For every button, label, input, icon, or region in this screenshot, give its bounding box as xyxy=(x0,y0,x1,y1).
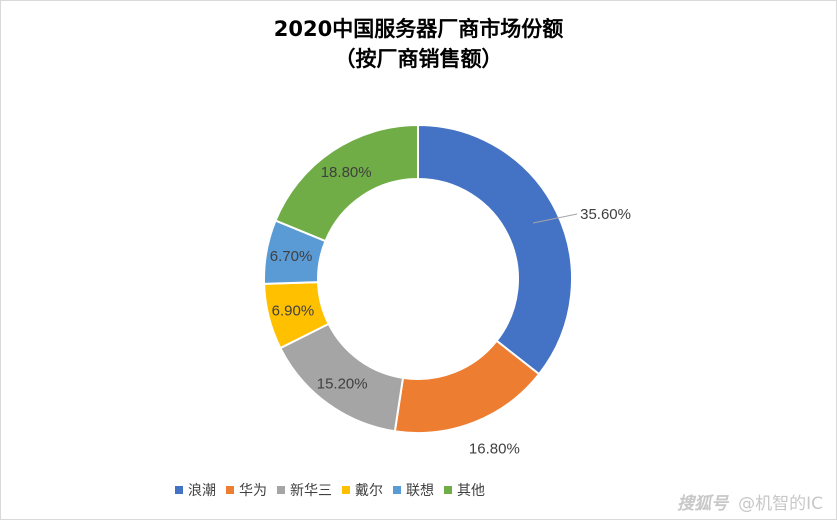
donut-slices xyxy=(263,123,573,434)
legend-swatch-0 xyxy=(175,486,183,494)
watermark-text: @机智的IC xyxy=(738,494,823,514)
legend-swatch-2 xyxy=(277,486,285,494)
slice-0 xyxy=(417,123,573,376)
data-label-1: 16.80% xyxy=(469,440,520,457)
chart-title: 2020中国服务器厂商市场份额 （按厂商销售额） xyxy=(0,14,837,74)
legend-label-4: 联想 xyxy=(406,483,434,499)
legend-item-2: 新华三 xyxy=(277,480,332,500)
legend-label-1: 华为 xyxy=(239,483,267,499)
leader-line-0 xyxy=(533,213,578,224)
watermark-logo: 搜狐号 xyxy=(677,494,729,514)
legend-item-0: 浪潮 xyxy=(175,480,216,500)
data-labels: 35.60% 16.80% 15.20% 6.90% 6.70% 18.80% xyxy=(270,164,631,458)
legend-swatch-4 xyxy=(393,486,401,494)
data-label-4: 6.70% xyxy=(270,248,313,265)
chart-title-line-2: （按厂商销售额） xyxy=(334,47,503,71)
legend-label-2: 新华三 xyxy=(290,483,332,499)
legend-item-5: 其他 xyxy=(444,480,485,500)
legend-swatch-1 xyxy=(226,486,234,494)
legend-item-1: 华为 xyxy=(226,480,267,500)
slice-5 xyxy=(274,123,419,243)
legend-label-5: 其他 xyxy=(457,483,485,499)
data-label-5: 18.80% xyxy=(321,164,372,181)
legend-item-4: 联想 xyxy=(393,480,434,500)
data-label-0: 35.60% xyxy=(580,206,631,223)
watermark: 搜狐号 @机智的IC xyxy=(677,489,823,514)
leader-lines xyxy=(533,213,578,224)
legend-swatch-3 xyxy=(342,486,350,494)
data-label-2: 15.20% xyxy=(317,375,368,392)
legend-label-0: 浪潮 xyxy=(188,483,216,499)
data-label-3: 6.90% xyxy=(272,303,315,320)
chart-legend: 浪潮 华为 新华三 戴尔 联想 其他 xyxy=(0,480,660,500)
legend-label-3: 戴尔 xyxy=(355,483,383,499)
chart-title-line-1: 2020中国服务器厂商市场份额 xyxy=(273,17,564,41)
legend-swatch-5 xyxy=(444,486,452,494)
legend-item-3: 戴尔 xyxy=(342,480,383,500)
